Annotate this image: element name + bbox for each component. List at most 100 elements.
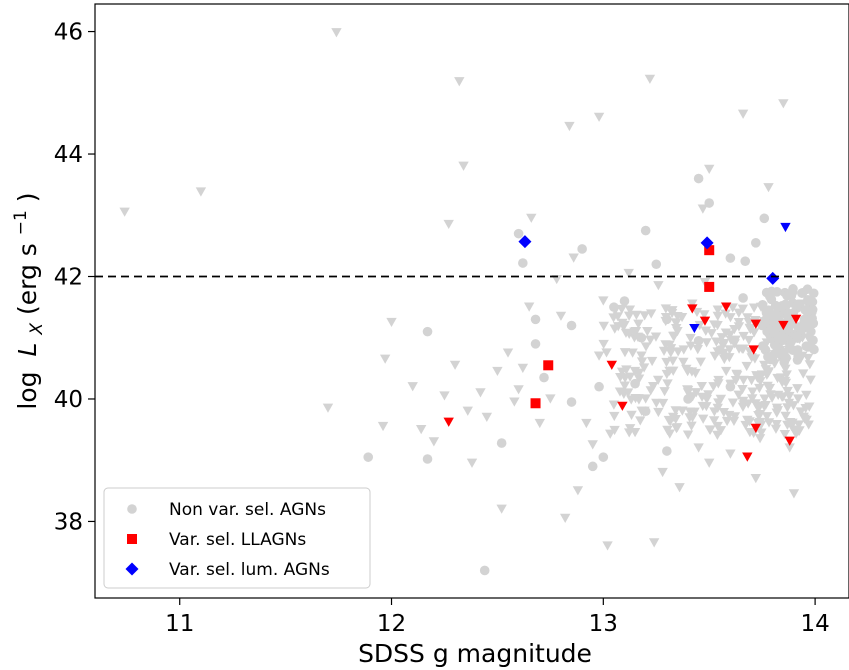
data-point-series-1 — [449, 360, 461, 370]
cluster-marker — [780, 299, 791, 310]
cluster-marker — [719, 354, 730, 365]
legend-box — [103, 487, 371, 589]
data-point-series-1 — [746, 376, 757, 386]
y-axis-label-subscript: X — [27, 323, 47, 336]
cluster-marker — [697, 414, 709, 424]
data-point-series-1 — [331, 28, 342, 38]
data-point-series-1 — [697, 204, 709, 214]
data-point-series-0 — [757, 320, 767, 331]
data-point-series-3 — [790, 314, 802, 324]
data-point-series-0 — [422, 326, 433, 337]
data-point-series-1 — [640, 394, 651, 404]
cluster-marker — [712, 305, 724, 315]
x-axis-label: SDSS g magnitude — [358, 639, 592, 668]
cluster-marker — [737, 402, 749, 412]
cluster-marker — [639, 311, 650, 321]
data-point-series-1 — [712, 421, 723, 432]
cluster-marker — [671, 424, 682, 434]
cluster-marker — [747, 394, 758, 404]
cluster-marker — [672, 347, 684, 357]
data-point-series-0 — [715, 345, 725, 355]
cluster-marker — [780, 364, 791, 374]
data-point-series-2 — [704, 245, 715, 256]
cluster-marker — [712, 403, 723, 413]
cluster-marker — [601, 348, 612, 358]
x-tick-label: 11 — [165, 611, 194, 637]
data-point-series-3 — [750, 319, 762, 329]
data-point-series-1 — [615, 372, 626, 383]
data-point-series-1 — [716, 333, 728, 343]
cluster-marker — [627, 348, 638, 358]
data-point-series-0 — [587, 461, 598, 472]
data-point-series-1 — [428, 437, 440, 447]
cluster-marker — [744, 323, 755, 333]
cluster-marker — [723, 410, 735, 421]
cluster-marker — [703, 390, 714, 400]
cluster-marker — [777, 378, 788, 388]
cluster-marker — [636, 357, 648, 367]
data-point-series-1 — [602, 541, 613, 551]
cluster-marker — [662, 379, 673, 389]
data-point-series-0 — [759, 213, 770, 224]
data-point-series-1 — [462, 406, 473, 416]
data-point-series-5 — [689, 323, 700, 334]
cluster-marker — [733, 317, 745, 328]
data-point-series-1 — [322, 403, 334, 413]
x-axis-ticks: 11 12 13 14 — [165, 598, 830, 637]
data-point-series-0 — [609, 302, 619, 312]
cluster-marker — [802, 353, 814, 364]
cluster-marker — [787, 418, 798, 428]
data-point-series-1 — [657, 467, 668, 478]
cluster-marker — [713, 379, 724, 389]
cluster-marker — [661, 357, 672, 368]
cluster-marker — [757, 341, 768, 351]
data-point-series-1 — [742, 415, 753, 426]
data-point-series-3 — [778, 320, 789, 331]
data-point-series-0 — [513, 228, 524, 239]
data-point-series-0 — [363, 452, 374, 462]
cluster-marker — [704, 425, 716, 435]
y-axis-ticks: 38 40 42 44 46 — [54, 20, 95, 535]
data-point-series-1 — [458, 161, 469, 171]
data-point-series-0 — [793, 351, 803, 361]
data-point-series-1 — [598, 296, 609, 306]
legend-label-llagns: Var. sel. LLAGNs — [169, 530, 306, 550]
data-point-series-0 — [778, 332, 789, 343]
data-point-series-1 — [682, 388, 694, 398]
cluster-marker — [792, 384, 803, 394]
data-point-series-0 — [479, 565, 490, 576]
cluster-marker — [605, 429, 616, 439]
cluster-marker — [733, 390, 744, 400]
data-point-series-1 — [708, 382, 719, 392]
data-point-series-1 — [568, 253, 579, 263]
data-point-series-1 — [407, 382, 418, 392]
data-point-series-1 — [763, 183, 774, 193]
cluster-marker — [727, 303, 738, 313]
y-tick-label: 38 — [54, 509, 83, 535]
data-point-series-1 — [720, 366, 732, 377]
cluster-marker — [711, 337, 722, 347]
data-point-series-1 — [678, 345, 689, 355]
cluster-marker — [763, 418, 775, 428]
cluster-marker — [686, 367, 698, 377]
cluster-marker — [677, 406, 688, 416]
cluster-marker — [727, 398, 739, 408]
cluster-marker — [768, 350, 779, 361]
cluster-marker — [748, 328, 760, 338]
cluster-marker — [738, 344, 749, 354]
cluster-marker — [746, 353, 757, 363]
cluster-marker — [729, 412, 741, 422]
data-point-series-0 — [619, 296, 630, 306]
cluster-marker — [633, 369, 644, 379]
data-point-series-1 — [784, 443, 795, 453]
data-point-series-0 — [784, 342, 795, 352]
data-point-series-1 — [593, 112, 605, 122]
data-point-series-1 — [523, 302, 535, 312]
cluster-marker — [630, 394, 641, 404]
cluster-marker — [713, 398, 724, 408]
data-point-series-0 — [725, 381, 736, 392]
data-point-series-1 — [386, 317, 397, 328]
cluster-marker — [758, 401, 770, 412]
data-point-series-1 — [526, 213, 537, 223]
cluster-marker — [696, 381, 707, 392]
